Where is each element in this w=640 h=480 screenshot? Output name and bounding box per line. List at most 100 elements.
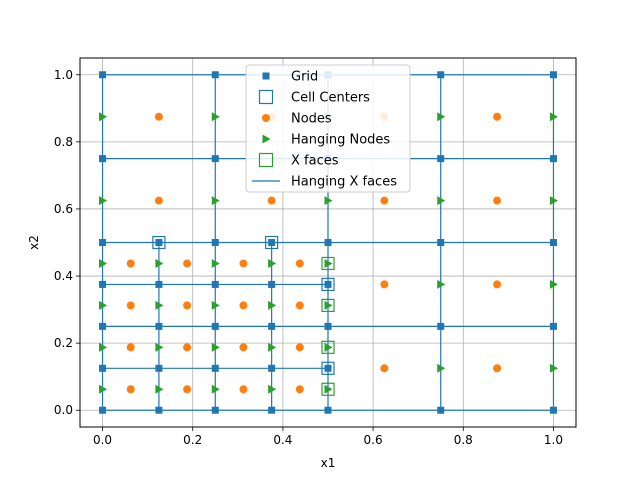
hanging-node-marker (549, 112, 558, 122)
grid-point (99, 364, 107, 372)
grid-point (99, 239, 107, 246)
hanging-node-marker (268, 258, 277, 268)
node-marker (183, 259, 192, 268)
x-tick-label: 0.0 (93, 433, 112, 447)
y-axis-label: x2 (27, 235, 41, 250)
hanging-node-marker (211, 196, 220, 206)
y-tick-label: 0.0 (54, 403, 73, 417)
legend-swatch (262, 134, 271, 144)
y-tick-label: 0.2 (54, 336, 73, 350)
node-marker (295, 301, 304, 310)
node-marker (380, 196, 389, 205)
grid-point (211, 155, 219, 163)
node-marker (295, 385, 304, 394)
legend-entry: Hanging Nodes (262, 133, 390, 148)
grid-points (99, 71, 557, 414)
hanging-node-marker (211, 112, 220, 122)
grid-point (268, 280, 276, 288)
legend-entry: Grid (262, 70, 318, 85)
node-marker (239, 343, 248, 352)
grid-point (324, 406, 332, 414)
grid-point (268, 364, 276, 372)
grid-point (155, 406, 163, 414)
node-marker (493, 112, 502, 121)
y-tick-label: 1.0 (54, 68, 73, 82)
hanging-node-marker (437, 112, 446, 122)
grid-point (99, 406, 107, 414)
grid-point (437, 239, 445, 246)
grid-point (437, 155, 445, 163)
x-face-marker (321, 340, 335, 354)
x-axis-label: x1 (321, 456, 336, 470)
hanging-node-marker (268, 300, 277, 310)
node-markers (126, 112, 502, 394)
hanging-node-marker (549, 363, 558, 373)
legend-label: Hanging X faces (291, 175, 397, 190)
legend-swatch (258, 89, 274, 105)
grid-point (99, 71, 107, 79)
x-tick-label: 0.4 (273, 433, 292, 447)
grid-point (99, 322, 107, 330)
x-tick-label: 0.8 (454, 433, 473, 447)
grid-point (437, 406, 445, 414)
node-marker (295, 259, 304, 268)
grid-point (211, 71, 219, 79)
grid-point (324, 239, 332, 246)
x-tick-label: 0.2 (183, 433, 202, 447)
grid-point (155, 239, 163, 246)
legend-entry: Hanging X faces (252, 175, 397, 190)
hanging-node-marker (155, 300, 164, 310)
legend-label: Grid (291, 70, 318, 85)
hanging-node-markers (99, 112, 558, 394)
hanging-node-marker (155, 258, 164, 268)
hanging-node-marker (211, 300, 220, 310)
node-marker (126, 385, 135, 394)
hanging-node-marker (99, 342, 108, 352)
legend-label: Nodes (291, 112, 332, 127)
grid-point (268, 239, 276, 246)
y-tick-label: 0.6 (54, 202, 73, 216)
node-marker (239, 259, 248, 268)
hanging-node-marker (549, 279, 558, 289)
node-marker (239, 385, 248, 394)
axis-ticks: 0.0 0.2 0.4 0.6 0.8 1.0 0.0 0.2 0.4 0.6 0.8 1.0 (54, 68, 563, 447)
legend-box (245, 64, 411, 193)
grid-point (211, 280, 219, 288)
hanging-node-marker (99, 196, 108, 206)
hanging-node-marker (324, 196, 333, 206)
grid-point (324, 364, 332, 372)
hanging-node-marker (99, 384, 108, 394)
node-marker (380, 280, 389, 289)
axes-frame (79, 57, 577, 428)
legend-label: Cell Centers (291, 91, 370, 106)
legend-swatch (262, 114, 270, 122)
legend-swatch (262, 72, 270, 80)
grid-point (268, 406, 276, 414)
y-tick-label: 0.4 (54, 269, 73, 283)
plot-series (99, 71, 558, 414)
node-marker (126, 343, 135, 352)
x-face-marker (321, 256, 335, 271)
grid-point (155, 364, 163, 372)
node-marker (239, 301, 248, 310)
grid-point (549, 71, 557, 79)
node-marker (126, 259, 135, 268)
hanging-node-marker (99, 300, 108, 310)
grid-point (549, 406, 557, 414)
grid-point (324, 280, 332, 288)
hanging-node-marker (211, 258, 220, 268)
cell-center-markers (152, 235, 335, 375)
x-face-marker (321, 298, 335, 312)
hanging-node-marker (99, 258, 108, 268)
grid-point (549, 155, 557, 163)
node-marker (154, 112, 163, 121)
node-marker (380, 364, 389, 373)
legend-label: Hanging Nodes (291, 133, 390, 148)
hanging-node-marker (268, 384, 277, 394)
grid-point (99, 280, 107, 288)
legend: Grid Cell Centers Nodes Hanging Nodes X face… (245, 64, 411, 193)
hanging-node-marker (268, 342, 277, 352)
node-marker (183, 385, 192, 394)
x-face-markers (321, 256, 335, 396)
